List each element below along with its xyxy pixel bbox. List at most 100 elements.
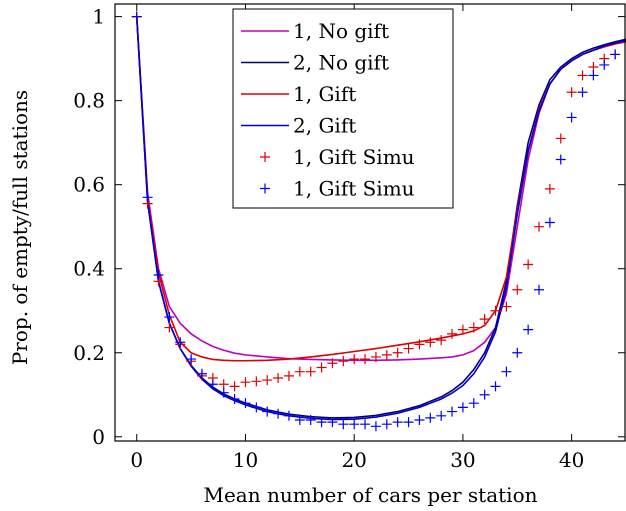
series-4-point [534, 221, 545, 232]
series-4-point [425, 337, 436, 348]
series-5-point [262, 406, 273, 417]
series-5-point [360, 419, 371, 430]
series-4-point [283, 370, 294, 381]
legend-swatch [260, 152, 270, 162]
series-5-point [251, 402, 262, 413]
series-5-point [349, 419, 360, 430]
series-5-point [381, 419, 392, 430]
series-4-point [566, 87, 577, 98]
series-5-point [599, 59, 610, 70]
legend-label: 2, No gift [293, 51, 389, 75]
series-5-point [294, 414, 305, 425]
series-5-point [370, 421, 381, 432]
series-5-point [338, 419, 349, 430]
ticks-layer: 0 10 20 30 40 0 0.2 0.4 0.6 0.8 1 [73, 4, 625, 472]
y-tick-label: 0.4 [73, 257, 105, 281]
series-4-point [392, 347, 403, 358]
y-axis-label: Prop. of empty/full stations [8, 90, 32, 365]
series-5-point [577, 87, 588, 98]
series-4-point [403, 343, 414, 354]
x-axis-label: Mean number of cars per station [203, 483, 537, 507]
series-4-point [327, 358, 338, 369]
series-4-point [447, 328, 458, 339]
series-5-point [447, 406, 458, 417]
legend-label: 2, Gift [293, 114, 356, 138]
series-4-point [305, 366, 316, 377]
series-5-point [501, 366, 512, 377]
series-5-point [403, 417, 414, 428]
series-4-point [468, 322, 479, 333]
legend-label: 1, Gift [293, 82, 356, 106]
series-5-point [414, 414, 425, 425]
series-4-point [294, 366, 305, 377]
series-5-point [283, 410, 294, 421]
y-tick-label: 0.2 [73, 341, 105, 365]
series-5-point [186, 354, 197, 365]
series-5-point [555, 154, 566, 165]
series-5-point [153, 270, 164, 281]
y-tick-label: 0.6 [73, 173, 105, 197]
series-5-point [273, 408, 284, 419]
series-4-point [490, 305, 501, 316]
series-4-point [273, 372, 284, 383]
series-5-point [490, 381, 501, 392]
legend-label: 1, Gift Simu [293, 145, 415, 169]
series-4-point [544, 183, 555, 194]
series-5-point [196, 368, 207, 379]
series-5-point [566, 112, 577, 123]
series-5-point [457, 402, 468, 413]
series-4-point [262, 375, 273, 386]
series-5-point [229, 393, 240, 404]
series-5-point [392, 417, 403, 428]
series-4-point [512, 284, 523, 295]
series-5-point [207, 379, 218, 390]
series-4-point [316, 362, 327, 373]
series-4-point [577, 70, 588, 81]
x-tick-label: 20 [341, 448, 366, 472]
series-4-point [479, 314, 490, 325]
series-5-point [316, 417, 327, 428]
x-tick-label: 10 [233, 448, 258, 472]
series-5-point [175, 337, 186, 348]
plot-frame [114, 3, 626, 442]
series-5-point [523, 324, 534, 335]
series-4-point [370, 351, 381, 362]
legend-swatch [260, 183, 270, 194]
series-4-point [218, 379, 229, 390]
series-5-point [479, 389, 490, 400]
series-4-point [229, 381, 240, 392]
series-4-point [360, 354, 371, 365]
x-tick-label: 30 [450, 448, 475, 472]
series-4-point [349, 354, 360, 365]
series-5-point [131, 11, 142, 22]
series-4-point [381, 349, 392, 360]
series-4-point [555, 133, 566, 144]
y-tick-label: 0 [92, 425, 105, 449]
series-4-point [523, 259, 534, 270]
series-5-point [588, 70, 599, 81]
series-5-point [512, 347, 523, 358]
legend-box [232, 8, 454, 209]
series-5-point [240, 398, 251, 409]
legend: 1, No gift 2, No gift 1, Gift 2, Gift 1, Gif… [232, 8, 454, 209]
series-5-point [425, 412, 436, 423]
series-4-point [338, 356, 349, 367]
series-4-point [457, 324, 468, 335]
series-5-point [327, 417, 338, 428]
series-5-point [610, 49, 621, 60]
series-5-point [436, 410, 447, 421]
series-5-point [534, 284, 545, 295]
x-tick-label: 40 [559, 448, 584, 472]
x-tick-label: 0 [130, 448, 143, 472]
series-5-point [218, 387, 229, 398]
series-4-point [436, 335, 447, 346]
series-4-point [251, 376, 262, 387]
legend-label: 1, No gift [293, 19, 389, 43]
series-5-point [468, 398, 479, 409]
legend-label: 1, Gift Simu [293, 177, 415, 201]
series-5-point [142, 192, 153, 203]
series-5-point [544, 217, 555, 228]
series-5-point [164, 312, 175, 323]
series-4-point [240, 377, 251, 388]
